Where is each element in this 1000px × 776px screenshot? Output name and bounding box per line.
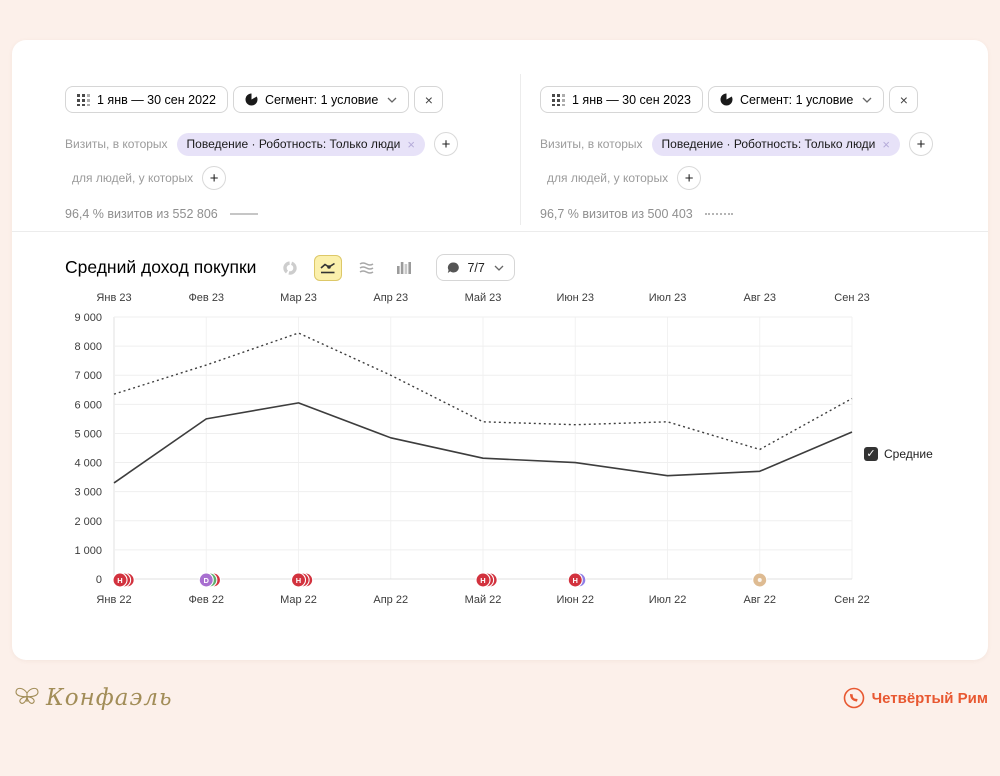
legend-label: Средние [884,447,933,461]
calendar-grid-icon [552,94,565,106]
svg-text:Н: Н [480,576,485,585]
line-chart-icon[interactable] [314,254,343,281]
filter-chip-robots[interactable]: Поведение · Роботность: Только люди × [176,132,425,156]
svg-text:Янв 22: Янв 22 [96,594,131,606]
fourth-rome-brand-text: Четвёртый Рим [871,689,988,707]
segment-close-button[interactable]: × [414,86,444,113]
visits-condition-label: Визиты, в которых [65,137,168,151]
svg-text:Июл 23: Июл 23 [649,292,687,304]
bar-chart-icon[interactable] [390,255,418,281]
checkbox-checked-icon[interactable]: ✓ [864,447,878,461]
segment-button[interactable]: Сегмент: 1 условие [707,86,885,113]
calendar-grid-icon [77,94,90,106]
comments-dropdown-button[interactable]: 7/7 [436,254,515,281]
svg-text:Июл 22: Июл 22 [649,594,687,606]
svg-text:Авг 22: Авг 22 [744,594,776,606]
svg-text:Июн 22: Июн 22 [556,594,594,606]
comment-bubble-icon [448,261,460,273]
svg-text:8 000: 8 000 [74,341,102,353]
svg-text:6 000: 6 000 [74,399,102,411]
footer: Конфаэль Четвёртый Рим [0,660,1000,711]
svg-text:Авг 23: Авг 23 [744,292,776,304]
svg-text:Н: Н [573,576,578,585]
analytics-card: 1 янв — 30 сен 2022 Сегмент: 1 условие ×… [12,40,988,660]
people-condition-label: для людей, у которых [547,171,669,185]
svg-text:Май 22: Май 22 [465,594,502,606]
svg-text:Мар 23: Мар 23 [280,292,317,304]
visits-percentage-text: 96,7 % визитов из 500 403 [540,207,693,221]
chart-header: Средний доход покупки 7/7 [12,232,988,287]
phone-circle-icon [843,687,864,709]
svg-text:Мар 22: Мар 22 [280,594,317,606]
svg-text:9 000: 9 000 [74,312,102,324]
pie-chart-icon [720,93,733,106]
svg-text:Фев 22: Фев 22 [188,594,224,606]
visits-condition-label: Визиты, в которых [540,137,643,151]
date-range-button[interactable]: 1 янв — 30 сен 2022 [65,86,228,113]
pie-chart-icon [245,93,258,106]
add-visit-condition-button[interactable]: + [433,132,458,156]
segment-panel-2023: 1 янв — 30 сен 2023 Сегмент: 1 условие ×… [520,40,988,231]
svg-text:7 000: 7 000 [74,370,102,382]
donut-chart-icon[interactable] [276,255,304,281]
fourth-rome-logo: Четвёртый Рим [843,687,988,709]
chart-area: 0 1 000 2 000 3 000 4 000 5 000 6 000 7 000 8 00… [12,287,988,614]
add-people-condition-button[interactable]: + [677,166,702,190]
segment-panel-2022: 1 янв — 30 сен 2022 Сегмент: 1 условие ×… [12,40,520,231]
svg-text:Сен 22: Сен 22 [834,594,869,606]
chevron-down-icon [862,97,872,103]
average-revenue-line-chart[interactable]: 0 1 000 2 000 3 000 4 000 5 000 6 000 7 000 8 00… [22,287,957,609]
svg-text:D: D [204,576,210,585]
svg-text:Фев 23: Фев 23 [188,292,224,304]
date-range-label: 1 янв — 30 сен 2022 [97,92,216,107]
series-line-sample-solid [229,213,258,215]
segment-label: Сегмент: 1 условие [264,92,379,107]
chevron-down-icon [494,265,504,271]
date-range-label: 1 янв — 30 сен 2023 [572,92,691,107]
chevron-down-icon [387,97,397,103]
visits-percentage-text: 96,4 % визитов из 552 806 [65,207,218,221]
series-line-sample-dotted [704,213,733,215]
konfael-logo: Конфаэль [14,685,173,711]
svg-text:Н: Н [117,576,122,585]
svg-text:3 000: 3 000 [74,487,102,499]
stacked-area-icon[interactable] [352,255,380,281]
svg-text:Н: Н [296,576,301,585]
segment-label: Сегмент: 1 условие [739,92,854,107]
segment-button[interactable]: Сегмент: 1 условие [232,86,410,113]
chip-close-icon[interactable]: × [882,136,890,152]
svg-text:Апр 23: Апр 23 [373,292,408,304]
add-people-condition-button[interactable]: + [202,166,227,190]
svg-text:Янв 23: Янв 23 [96,292,131,304]
svg-text:5 000: 5 000 [74,428,102,440]
segment-close-button[interactable]: × [889,86,919,113]
filter-chip-label: Поведение · Роботность: Только люди [186,137,401,151]
svg-text:4 000: 4 000 [74,458,102,470]
svg-text:2 000: 2 000 [74,516,102,528]
compare-header: 1 янв — 30 сен 2022 Сегмент: 1 условие ×… [12,40,988,232]
filter-chip-robots[interactable]: Поведение · Роботность: Только люди × [651,132,900,156]
svg-text:Май 23: Май 23 [465,292,502,304]
panel-divider [520,74,521,225]
svg-text:1 000: 1 000 [74,545,102,557]
svg-text:Июн 23: Июн 23 [556,292,594,304]
add-visit-condition-button[interactable]: + [908,132,933,156]
chip-close-icon[interactable]: × [407,136,415,152]
comments-count-label: 7/7 [467,260,485,275]
chart-title: Средний доход покупки [65,257,257,277]
svg-text:Апр 22: Апр 22 [373,594,408,606]
date-range-button[interactable]: 1 янв — 30 сен 2023 [540,86,703,113]
konfael-brand-text: Конфаэль [46,685,173,711]
people-condition-label: для людей, у которых [72,171,194,185]
filter-chip-label: Поведение · Роботность: Только люди [661,137,876,151]
legend-average-toggle[interactable]: ✓ Средние [864,447,933,461]
butterfly-icon [15,687,39,704]
svg-text:Сен 23: Сен 23 [834,292,869,304]
svg-text:0: 0 [96,574,102,586]
